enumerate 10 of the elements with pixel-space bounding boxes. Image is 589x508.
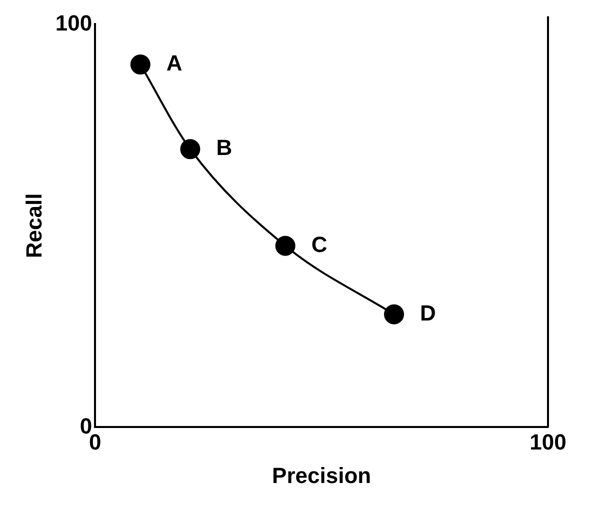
- point: [384, 304, 404, 324]
- y-axis-title: Recall: [21, 193, 46, 258]
- annotation: C: [311, 232, 328, 257]
- annotation: A: [166, 50, 182, 76]
- annotation: D: [420, 300, 436, 326]
- point: [275, 236, 296, 256]
- x-axis-title: Precision: [272, 462, 372, 488]
- annotation: B: [216, 135, 232, 160]
- point: [130, 54, 150, 74]
- point: [180, 139, 200, 160]
